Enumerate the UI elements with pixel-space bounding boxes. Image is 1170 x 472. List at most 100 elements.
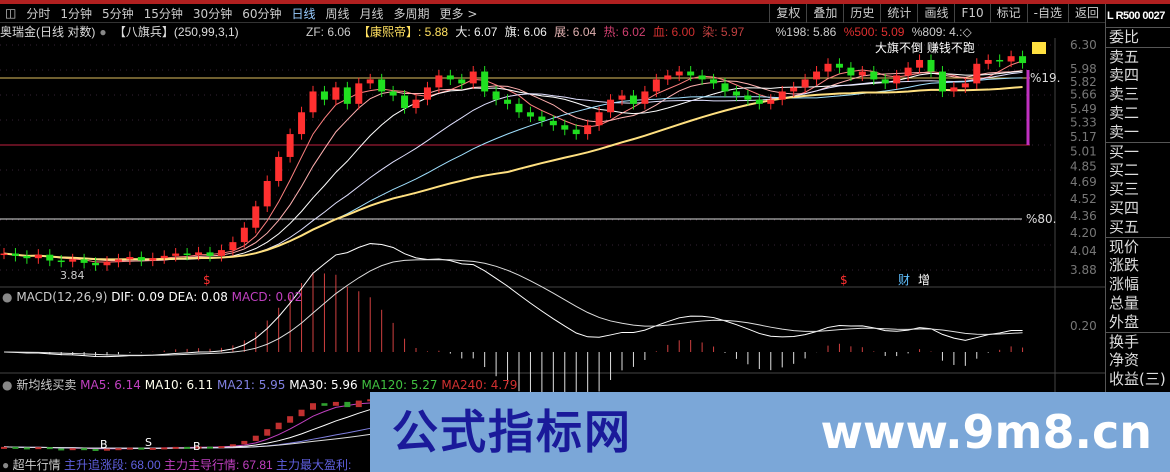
candle-body [126, 257, 134, 260]
toolbar-button[interactable]: 返回 [1067, 4, 1105, 23]
candle-body [149, 258, 157, 261]
quote-label: 现价 [1106, 237, 1170, 256]
quote-label: 卖三 [1109, 85, 1140, 103]
ma-header: ● 新均线买卖 MA5: 6.14 MA10: 6.11 MA21: 5.95 … [2, 376, 517, 393]
money-badge-icon [1032, 42, 1046, 54]
candle-body [641, 91, 649, 104]
buy-signal: B [100, 438, 108, 451]
candle-body [893, 75, 901, 84]
quote-label: 买一 [1106, 142, 1170, 161]
ma-title: 新均线买卖 [16, 378, 77, 392]
ma120: MA120: 5.27 [361, 378, 438, 392]
candle-body [263, 181, 271, 207]
toolbar-button[interactable]: 复权 [769, 4, 806, 23]
indicator-name: 【八旗兵】(250,99,3,1) [113, 25, 239, 39]
tab-period[interactable]: 5分钟 [102, 6, 134, 21]
candle-body [984, 59, 992, 64]
tab-period[interactable]: 周线 [325, 6, 350, 21]
candle-body [137, 257, 145, 261]
toolbar-button[interactable]: 叠加 [806, 4, 843, 23]
toolbar-button[interactable]: F10 [954, 4, 989, 23]
candle-body [824, 63, 832, 72]
candle-body [950, 87, 958, 92]
macd-dropdown-icon[interactable]: ● [2, 290, 13, 304]
candle-body [217, 250, 225, 256]
candle-body [240, 227, 248, 243]
ma-dropdown-icon[interactable]: ● [2, 378, 13, 392]
sub-candle [287, 416, 294, 423]
money-icon: $ [840, 273, 848, 287]
da-value: 大: 6.07 [455, 25, 498, 39]
candle-body [549, 120, 557, 126]
price-tick: 5.82 [1070, 75, 1097, 89]
candle-body [320, 91, 328, 100]
candle-body [687, 71, 695, 76]
sub-candle [104, 448, 110, 451]
price-tick: 4.04 [1070, 244, 1097, 258]
candle-body [252, 206, 260, 228]
candle-body [870, 71, 878, 80]
candle-body [744, 95, 752, 100]
sub-ma-line-21 [3, 427, 371, 449]
quote-label: 净资 [1109, 351, 1140, 369]
title-bar-accent [0, 0, 1170, 4]
stock-title[interactable]: 奥瑞金(日线 对数) [0, 25, 96, 39]
watermark-banner: 公式指标网 www.9m8.cn [370, 392, 1170, 472]
candle-body [778, 91, 786, 100]
sub-candle [241, 440, 248, 445]
tab-period[interactable]: 日线 [291, 6, 316, 21]
candle-body [309, 91, 317, 113]
tab-period[interactable]: 1分钟 [60, 6, 92, 21]
candle-body [229, 242, 237, 251]
sub-candle [310, 403, 316, 410]
candle-body [927, 59, 935, 72]
tab-period[interactable]: 15分钟 [143, 6, 183, 21]
candle-body [423, 87, 431, 100]
sub-candle [355, 400, 362, 408]
candle-body [34, 254, 42, 259]
tab-period[interactable]: 30分钟 [192, 6, 233, 21]
price-tick: 5.66 [1070, 88, 1097, 102]
ma-line-13 [3, 70, 1023, 261]
toolbar-button[interactable]: -自选 [1026, 4, 1068, 23]
quote-label: 卖五 [1106, 47, 1170, 66]
tab-period[interactable]: 60分钟 [242, 6, 282, 21]
candle-body [1007, 56, 1015, 62]
candle-body [11, 253, 19, 256]
candle-body [629, 95, 637, 104]
quote-label: 买二 [1109, 161, 1140, 179]
tab-period[interactable]: 分时 [26, 6, 51, 21]
price-tick: 4.36 [1070, 209, 1097, 223]
sub-candle [58, 448, 65, 451]
toolbar-button[interactable]: 统计 [880, 4, 917, 23]
sub-ma-line-30 [3, 433, 371, 449]
zhan-value: 展: 6.04 [554, 25, 597, 39]
sub-candle [218, 446, 225, 449]
layout-toggle-icon[interactable]: ◫ [5, 6, 17, 20]
toolbar-button[interactable]: 画线 [917, 4, 954, 23]
candle-body [835, 63, 843, 68]
candle-body [458, 79, 466, 84]
price-tick: 5.49 [1070, 102, 1097, 116]
toolbar-button[interactable]: 标记 [989, 4, 1027, 23]
quote-label: 卖四 [1109, 66, 1140, 84]
period-toolbar: ◫ 分时 1分钟 5分钟 15分钟 30分钟 60分钟 日线 周线 月线 多周期 更多 > 复权 叠加历… [0, 4, 1105, 23]
tab-period[interactable]: 月线 [359, 6, 384, 21]
candle-body [607, 99, 615, 113]
sub-candle [126, 447, 133, 450]
low-price-label: 3.84 [60, 269, 85, 282]
sub-ma-line-5 [3, 402, 371, 450]
candle-body [195, 252, 203, 255]
toolbar-button[interactable]: 历史 [843, 4, 880, 23]
ma-line-8 [3, 70, 1023, 262]
dropdown-icon[interactable]: ● [99, 25, 107, 39]
tab-period[interactable]: 多周期 [393, 6, 430, 21]
candle-body [114, 259, 122, 262]
macd-dea: DEA: 0.08 [168, 290, 228, 304]
tab-period[interactable]: 更多 > [439, 6, 478, 21]
price-tick: 5.33 [1070, 116, 1097, 130]
candle-body [710, 79, 718, 84]
candle-body [973, 63, 981, 84]
candle-body [446, 75, 454, 80]
candle-body [46, 254, 54, 261]
